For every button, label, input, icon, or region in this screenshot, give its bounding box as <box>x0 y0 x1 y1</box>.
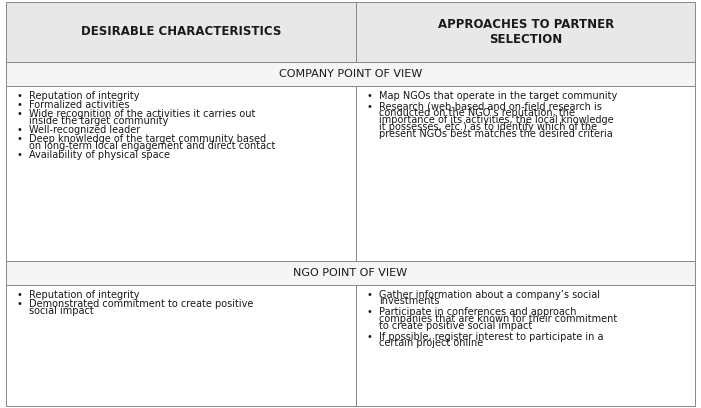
Text: investments: investments <box>379 296 440 306</box>
Text: •: • <box>367 307 372 317</box>
Text: •: • <box>16 299 22 309</box>
Text: companies that are known for their commitment: companies that are known for their commi… <box>379 314 618 324</box>
Text: •: • <box>16 109 22 119</box>
Bar <box>6 86 356 261</box>
Text: DESIRABLE CHARACTERISTICS: DESIRABLE CHARACTERISTICS <box>81 25 281 38</box>
Text: •: • <box>367 102 372 112</box>
Text: NGO POINT OF VIEW: NGO POINT OF VIEW <box>294 268 407 278</box>
Bar <box>356 285 695 406</box>
Bar <box>6 285 356 406</box>
Text: APPROACHES TO PARTNER
SELECTION: APPROACHES TO PARTNER SELECTION <box>437 18 614 46</box>
Bar <box>6 62 695 86</box>
Text: Participate in conferences and approach: Participate in conferences and approach <box>379 307 577 317</box>
Text: •: • <box>16 100 22 110</box>
Text: Research (web-based and on-field research is: Research (web-based and on-field researc… <box>379 102 602 112</box>
Text: inside the target community: inside the target community <box>29 116 168 126</box>
Text: to create positive social impact: to create positive social impact <box>379 321 532 331</box>
Text: Gather information about a company’s social: Gather information about a company’s soc… <box>379 290 600 300</box>
Text: •: • <box>367 331 372 341</box>
Text: •: • <box>16 91 22 101</box>
Text: Formalized activities: Formalized activities <box>29 100 129 110</box>
Text: •: • <box>367 290 372 300</box>
Text: If possible, register interest to participate in a: If possible, register interest to partic… <box>379 331 604 341</box>
Text: certain project online: certain project online <box>379 338 484 348</box>
Text: •: • <box>16 125 22 135</box>
Bar <box>6 261 695 285</box>
Text: •: • <box>16 134 22 144</box>
Text: Demonstrated commitment to create positive: Demonstrated commitment to create positi… <box>29 299 253 309</box>
Text: COMPANY POINT OF VIEW: COMPANY POINT OF VIEW <box>279 69 422 79</box>
Text: it possesses, etc.) as to identify which of the: it possesses, etc.) as to identify which… <box>379 122 597 132</box>
Text: Wide recognition of the activities it carries out: Wide recognition of the activities it ca… <box>29 109 255 119</box>
Bar <box>356 2 695 62</box>
Text: •: • <box>367 91 372 101</box>
Text: social impact: social impact <box>29 306 93 316</box>
Text: Availability of physical space: Availability of physical space <box>29 150 170 160</box>
Text: importance of its activities, the local knowledge: importance of its activities, the local … <box>379 115 614 125</box>
Text: Reputation of integrity: Reputation of integrity <box>29 290 139 300</box>
Text: present NGOs best matches the desired criteria: present NGOs best matches the desired cr… <box>379 129 613 139</box>
Text: Well-recognized leader: Well-recognized leader <box>29 125 140 135</box>
Text: •: • <box>16 150 22 160</box>
Bar <box>6 2 356 62</box>
Text: Reputation of integrity: Reputation of integrity <box>29 91 139 101</box>
Text: Map NGOs that operate in the target community: Map NGOs that operate in the target comm… <box>379 91 618 101</box>
Text: on long-term local engagement and direct contact: on long-term local engagement and direct… <box>29 141 275 151</box>
Bar <box>356 86 695 261</box>
Text: •: • <box>16 290 22 300</box>
Text: Deep knowledge of the target community based: Deep knowledge of the target community b… <box>29 134 266 144</box>
Text: conducted on the NGO’s reputation, the: conducted on the NGO’s reputation, the <box>379 109 575 118</box>
